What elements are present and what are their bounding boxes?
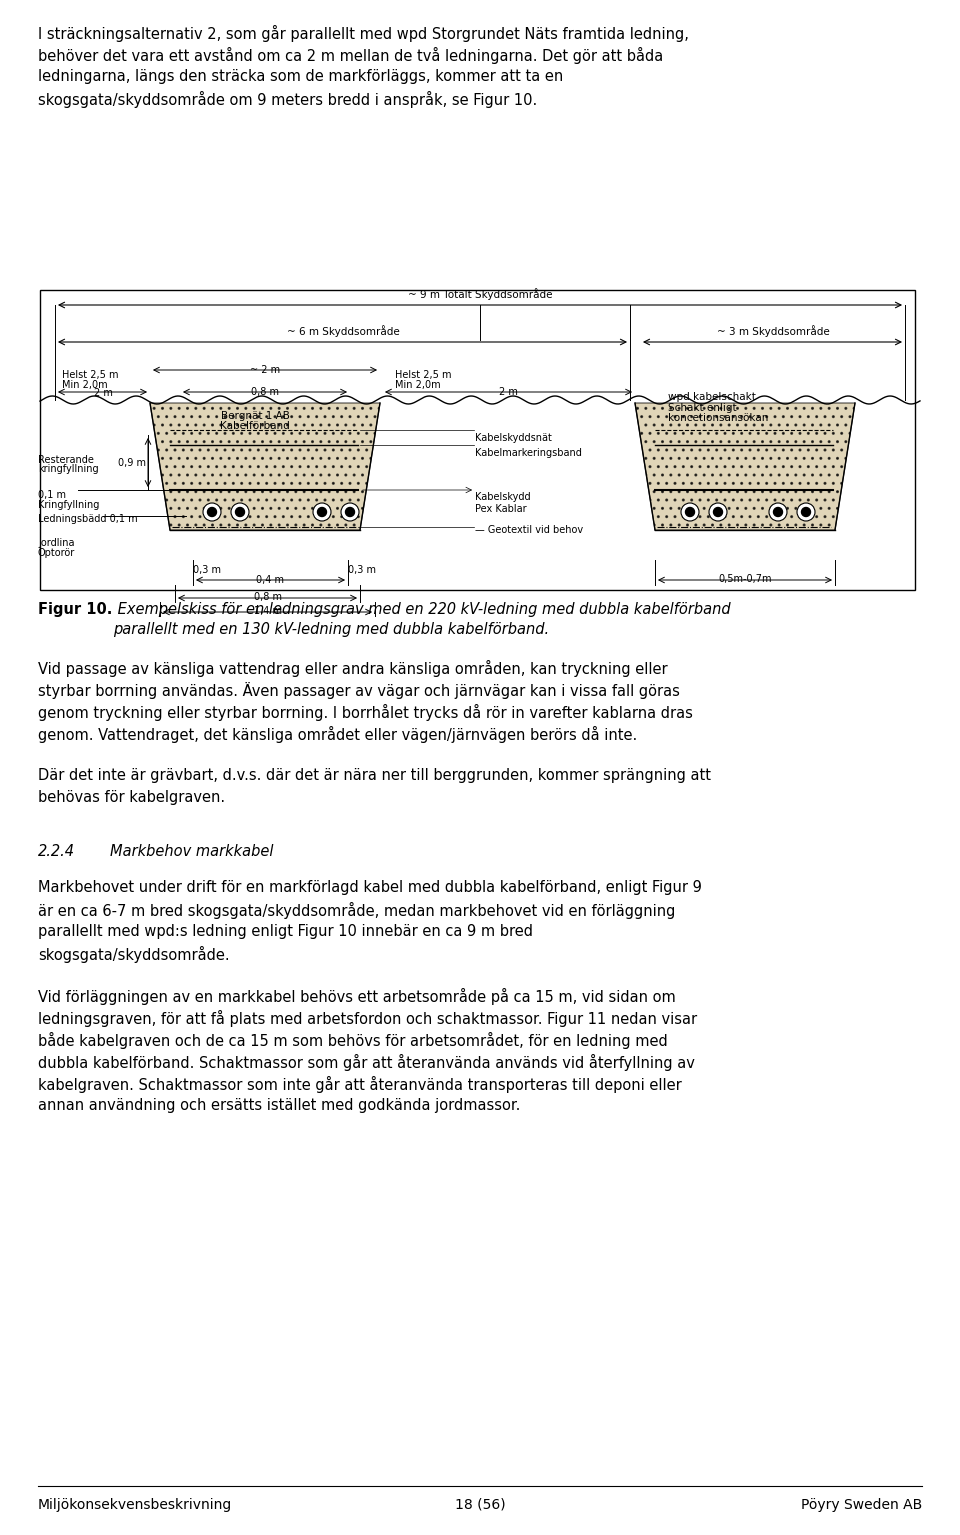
Text: 0,3 m: 0,3 m — [193, 565, 221, 576]
Text: Min 2,0m: Min 2,0m — [395, 381, 441, 390]
Polygon shape — [635, 404, 855, 530]
Text: Resterande: Resterande — [38, 454, 94, 465]
Text: Optorör: Optorör — [38, 548, 75, 559]
Text: Jordlina: Jordlina — [38, 537, 75, 548]
Text: 0,5m-0,7m: 0,5m-0,7m — [718, 574, 772, 583]
Text: Schakt enligt: Schakt enligt — [668, 404, 736, 413]
Text: ledningsgraven, för att få plats med arbetsfordon och schaktmassor. Figur 11 ned: ledningsgraven, för att få plats med arb… — [38, 1010, 697, 1027]
Text: skogsgata/skyddsområde.: skogsgata/skyddsområde. — [38, 946, 229, 962]
Text: Min 2,0m: Min 2,0m — [62, 381, 108, 390]
Text: styrbar borrning användas. Även passager av vägar och järnvägar kan i vissa fall: styrbar borrning användas. Även passager… — [38, 682, 680, 698]
Text: 0,9 m: 0,9 m — [118, 457, 146, 468]
Text: 0,1 m: 0,1 m — [38, 490, 66, 500]
Text: Ledningsbädd 0,1 m: Ledningsbädd 0,1 m — [38, 514, 137, 523]
Text: Kabelmarkeringsband: Kabelmarkeringsband — [475, 448, 582, 457]
Text: Figur 10.: Figur 10. — [38, 602, 112, 617]
Circle shape — [681, 503, 699, 520]
Text: Miljökonsekvensbeskrivning: Miljökonsekvensbeskrivning — [38, 1498, 232, 1512]
Circle shape — [235, 508, 245, 516]
Text: är en ca 6-7 m bred skogsgata/skyddsområde, medan markbehovet vid en förläggning: är en ca 6-7 m bred skogsgata/skyddsområ… — [38, 903, 676, 919]
Text: 2.2.4: 2.2.4 — [38, 844, 75, 860]
Text: behöver det vara ett avstånd om ca 2 m mellan de två ledningarna. Det gör att bå: behöver det vara ett avstånd om ca 2 m m… — [38, 48, 663, 64]
Text: Markbehovet under drift för en markförlagd kabel med dubbla kabelförband, enligt: Markbehovet under drift för en markförla… — [38, 880, 702, 895]
Circle shape — [685, 508, 694, 516]
Polygon shape — [150, 404, 380, 530]
Text: — Geotextil vid behov: — Geotextil vid behov — [475, 525, 583, 536]
Text: 0,8 m: 0,8 m — [251, 387, 279, 398]
Text: 2 m: 2 m — [498, 387, 517, 398]
Text: Pöyry Sweden AB: Pöyry Sweden AB — [801, 1498, 922, 1512]
Text: kringfyllning: kringfyllning — [38, 464, 99, 474]
Circle shape — [797, 503, 815, 520]
Text: Vid passage av känsliga vattendrag eller andra känsliga områden, kan tryckning e: Vid passage av känsliga vattendrag eller… — [38, 660, 667, 677]
Text: koncetionsansökan: koncetionsansökan — [668, 413, 768, 424]
Text: genom. Vattendraget, det känsliga området eller vägen/järnvägen berörs då inte.: genom. Vattendraget, det känsliga område… — [38, 726, 637, 743]
Circle shape — [341, 503, 359, 520]
Text: Kabelskyddsnät: Kabelskyddsnät — [475, 433, 552, 444]
Text: 0,4 m: 0,4 m — [256, 576, 284, 585]
Text: ~ 2 m: ~ 2 m — [250, 365, 280, 375]
Text: Kringfyllning: Kringfyllning — [38, 500, 100, 510]
Text: Kabelförband: Kabelförband — [220, 421, 290, 431]
Text: I sträckningsalternativ 2, som går parallellt med wpd Storgrundet Näts framtida : I sträckningsalternativ 2, som går paral… — [38, 25, 689, 41]
Text: Vid förläggningen av en markkabel behövs ett arbetsområde på ca 15 m, vid sidan : Vid förläggningen av en markkabel behövs… — [38, 989, 676, 1005]
Text: Helst 2,5 m: Helst 2,5 m — [395, 370, 451, 381]
Text: både kabelgraven och de ca 15 m som behövs för arbetsområdet, för en ledning med: både kabelgraven och de ca 15 m som behö… — [38, 1032, 668, 1048]
Circle shape — [318, 508, 326, 516]
Circle shape — [231, 503, 249, 520]
Text: 18 (56): 18 (56) — [455, 1498, 505, 1512]
Circle shape — [769, 503, 787, 520]
Text: parallellt med wpd:s ledning enligt Figur 10 innebär en ca 9 m bred: parallellt med wpd:s ledning enligt Figu… — [38, 924, 533, 939]
Text: Markbehov markkabel: Markbehov markkabel — [110, 844, 274, 860]
Text: Bergnät 1 AB: Bergnät 1 AB — [221, 411, 289, 421]
Text: ~ 6 m Skyddsområde: ~ 6 m Skyddsområde — [287, 325, 399, 338]
Text: annan användning och ersätts istället med godkända jordmassor.: annan användning och ersätts istället me… — [38, 1098, 520, 1113]
Text: ~ 3 m Skyddsområde: ~ 3 m Skyddsområde — [716, 325, 829, 338]
Text: ledningarna, längs den sträcka som de markförläggs, kommer att ta en: ledningarna, längs den sträcka som de ma… — [38, 69, 564, 84]
Text: Kabelskydd
Pex Kablar: Kabelskydd Pex Kablar — [475, 493, 531, 514]
Text: Helst 2,5 m: Helst 2,5 m — [62, 370, 118, 381]
Text: ~ 9 m Totalt Skyddsområde: ~ 9 m Totalt Skyddsområde — [408, 289, 552, 299]
Text: skogsgata/skyddsområde om 9 meters bredd i anspråk, se Figur 10.: skogsgata/skyddsområde om 9 meters bredd… — [38, 91, 538, 107]
Text: Exempelskiss för en ledningsgrav med en 220 kV-ledning med dubbla kabelförband
p: Exempelskiss för en ledningsgrav med en … — [113, 602, 731, 637]
Circle shape — [774, 508, 782, 516]
Text: genom tryckning eller styrbar borrning. I borrhålet trycks då rör in varefter ka: genom tryckning eller styrbar borrning. … — [38, 705, 693, 721]
Circle shape — [207, 508, 217, 516]
Circle shape — [313, 503, 331, 520]
Text: 1,4 m: 1,4 m — [254, 606, 282, 616]
Text: kabelgraven. Schaktmassor som inte går att återanvända transporteras till deponi: kabelgraven. Schaktmassor som inte går a… — [38, 1076, 682, 1093]
Text: wpd kabelschakt: wpd kabelschakt — [668, 391, 756, 402]
Circle shape — [346, 508, 354, 516]
Text: behövas för kabelgraven.: behövas för kabelgraven. — [38, 791, 226, 804]
Text: 0,3 m: 0,3 m — [348, 565, 376, 576]
Text: 2 m: 2 m — [93, 388, 112, 398]
Circle shape — [709, 503, 727, 520]
Circle shape — [203, 503, 221, 520]
Text: dubbla kabelförband. Schaktmassor som går att återanvända används vid återfyllni: dubbla kabelförband. Schaktmassor som gå… — [38, 1055, 695, 1071]
Text: 0,8 m: 0,8 m — [254, 593, 282, 602]
Circle shape — [802, 508, 810, 516]
Text: Där det inte är grävbart, d.v.s. där det är nära ner till berggrunden, kommer sp: Där det inte är grävbart, d.v.s. där det… — [38, 768, 711, 783]
Circle shape — [713, 508, 723, 516]
